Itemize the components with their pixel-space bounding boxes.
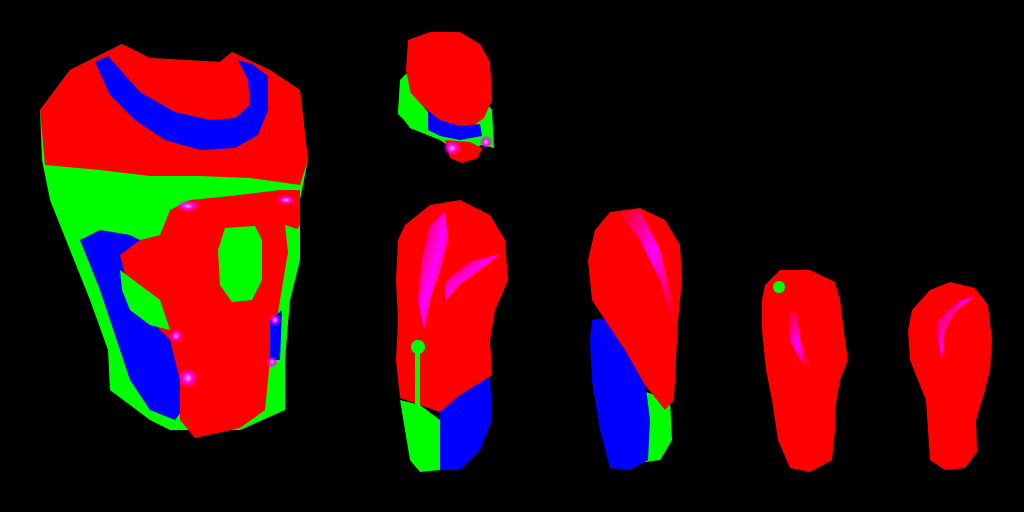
upper-arm-right-blue xyxy=(590,318,650,470)
forearm-left-red xyxy=(762,270,848,472)
helmet-red-dome xyxy=(406,32,492,128)
helmet-glow-1 xyxy=(443,140,461,156)
torso-green-right-strip xyxy=(285,225,300,270)
upper-arm-left-streak-1 xyxy=(418,212,448,330)
torso-glow-6 xyxy=(266,356,278,368)
upper-arm-right-part xyxy=(588,208,682,470)
torso-glow-1 xyxy=(176,200,200,212)
forearm-right-part xyxy=(908,282,992,470)
forearm-right-streak xyxy=(938,296,975,360)
upper-arm-left-green xyxy=(400,400,440,472)
forearm-left-part xyxy=(762,270,848,472)
forearm-right-red xyxy=(908,282,992,470)
helmet-part xyxy=(398,32,494,163)
upper-arm-right-streak xyxy=(618,210,674,325)
upper-arm-left-streak-2 xyxy=(445,254,500,300)
helmet-green-left xyxy=(398,92,428,132)
torso-blue-collar xyxy=(95,56,268,150)
upper-arm-left-blue xyxy=(440,375,492,470)
helmet-glow-2 xyxy=(479,135,493,149)
torso-green-plate-center xyxy=(218,226,262,302)
forearm-left-green-dot xyxy=(773,281,785,293)
torso-glow-2 xyxy=(276,195,296,205)
torso-green-plate-left xyxy=(120,270,170,330)
torso-glow-5 xyxy=(269,314,281,326)
upper-arm-left-part xyxy=(396,200,508,472)
upper-arm-left-green-dot xyxy=(411,340,425,354)
torso-glow-3 xyxy=(178,368,198,388)
forearm-left-streak xyxy=(788,310,810,368)
upper-arm-left-green-line xyxy=(415,350,420,406)
torso-part xyxy=(40,44,308,438)
torso-glow-4 xyxy=(169,329,183,343)
